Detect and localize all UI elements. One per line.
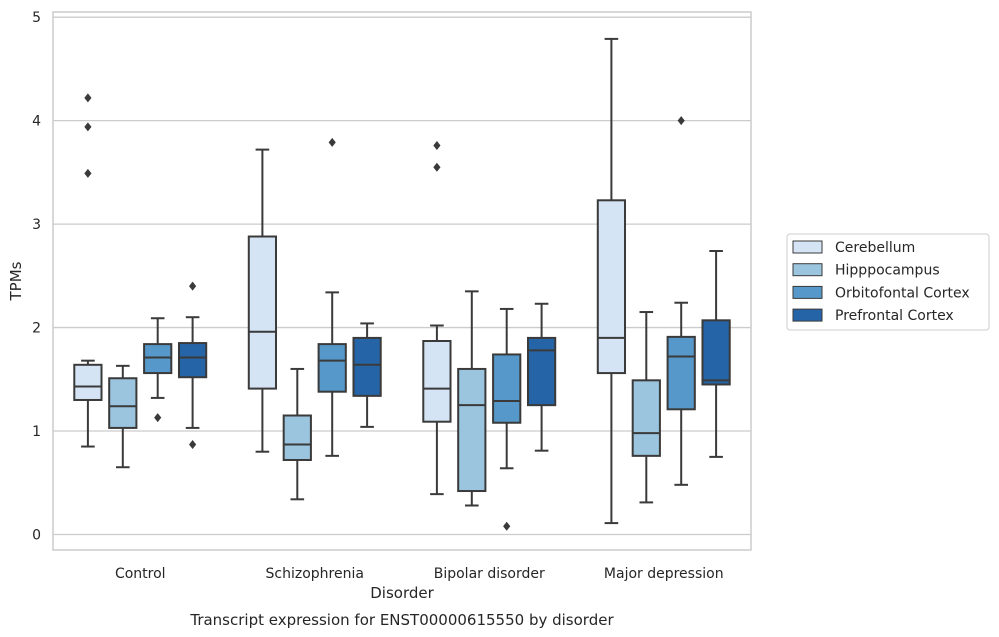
box-hipppocampus [631,311,661,504]
box-cerebellum [247,148,278,453]
y-tick-label: 0 [32,527,41,543]
legend: Cerebellum Hipppocampus Orbitofontal Corte… [786,233,990,331]
outlier-point [189,281,197,291]
outlier-point [328,137,336,147]
box-cerebellum [73,93,103,448]
box-body [631,379,661,457]
outlier-point [189,439,197,449]
legend-frame [786,233,990,331]
box-body [317,343,347,393]
y-tick-label: 2 [32,321,41,337]
outlier-point [84,122,92,132]
x-tick-label: Schizophrenia [266,566,364,582]
outlier-point [84,168,92,178]
box-body [108,377,138,429]
y-tick-label: 3 [32,217,41,233]
box-body [422,340,452,423]
box-orbitofontal-cortex [143,317,173,423]
legend-label: Hipppocampus [835,263,940,279]
x-tick-label: Bipolar disorder [434,566,545,582]
box-body [177,342,208,379]
box-prefrontal-cortex [177,281,208,449]
outlier-point [433,162,441,172]
box-cerebellum [422,140,452,496]
y-tick-labels: 0 1 2 3 4 5 [32,10,41,543]
legend-swatch [792,263,823,277]
y-axis-label: TPMs [7,261,25,301]
box-hipppocampus [108,364,138,469]
x-tick-label: Major depression [604,566,724,582]
x-axis-label: Disorder [370,584,434,602]
box-hipppocampus [457,290,487,507]
outlier-point [84,93,92,103]
legend-label: Prefrontal Cortex [835,308,954,324]
legend-swatch [792,285,823,299]
box-body [73,363,103,401]
y-tick-label: 4 [32,114,41,130]
box-body [457,367,487,493]
box-body [247,235,278,390]
outlier-point [433,140,441,150]
box-prefrontal-cortex [352,322,382,428]
box-body [526,336,557,407]
box-body [143,343,173,375]
box-groups [73,37,731,531]
box-prefrontal-cortex [526,302,557,452]
box-body [596,199,627,375]
x-tick-label: Control [115,566,166,582]
y-tick-label: 5 [32,10,41,26]
x-tick-labels: Control Schizophrenia Bipolar disorder Majo… [115,566,724,582]
box-orbitofontal-cortex [666,116,696,486]
chart-caption: Transcript expression for ENST0000061555… [189,611,614,629]
grid-lines [53,16,751,536]
box-body [701,319,731,386]
box-body [352,336,382,397]
plot-frame [52,11,752,551]
legend-label: Orbitofontal Cortex [835,285,970,301]
box-orbitofontal-cortex [492,307,522,531]
legend-swatch [792,240,823,254]
box-body [492,353,522,424]
legend-swatch [792,308,823,322]
box-orbitofontal-cortex [317,137,347,457]
outlier-point [503,521,511,531]
box-body [282,414,312,461]
box-hipppocampus [282,367,312,501]
outlier-point [677,116,685,126]
legend-label: Cerebellum [835,240,915,256]
outlier-point [154,413,162,423]
y-tick-label: 1 [32,424,41,440]
box-body [666,335,696,411]
box-cerebellum [596,37,627,525]
box-prefrontal-cortex [701,249,731,458]
